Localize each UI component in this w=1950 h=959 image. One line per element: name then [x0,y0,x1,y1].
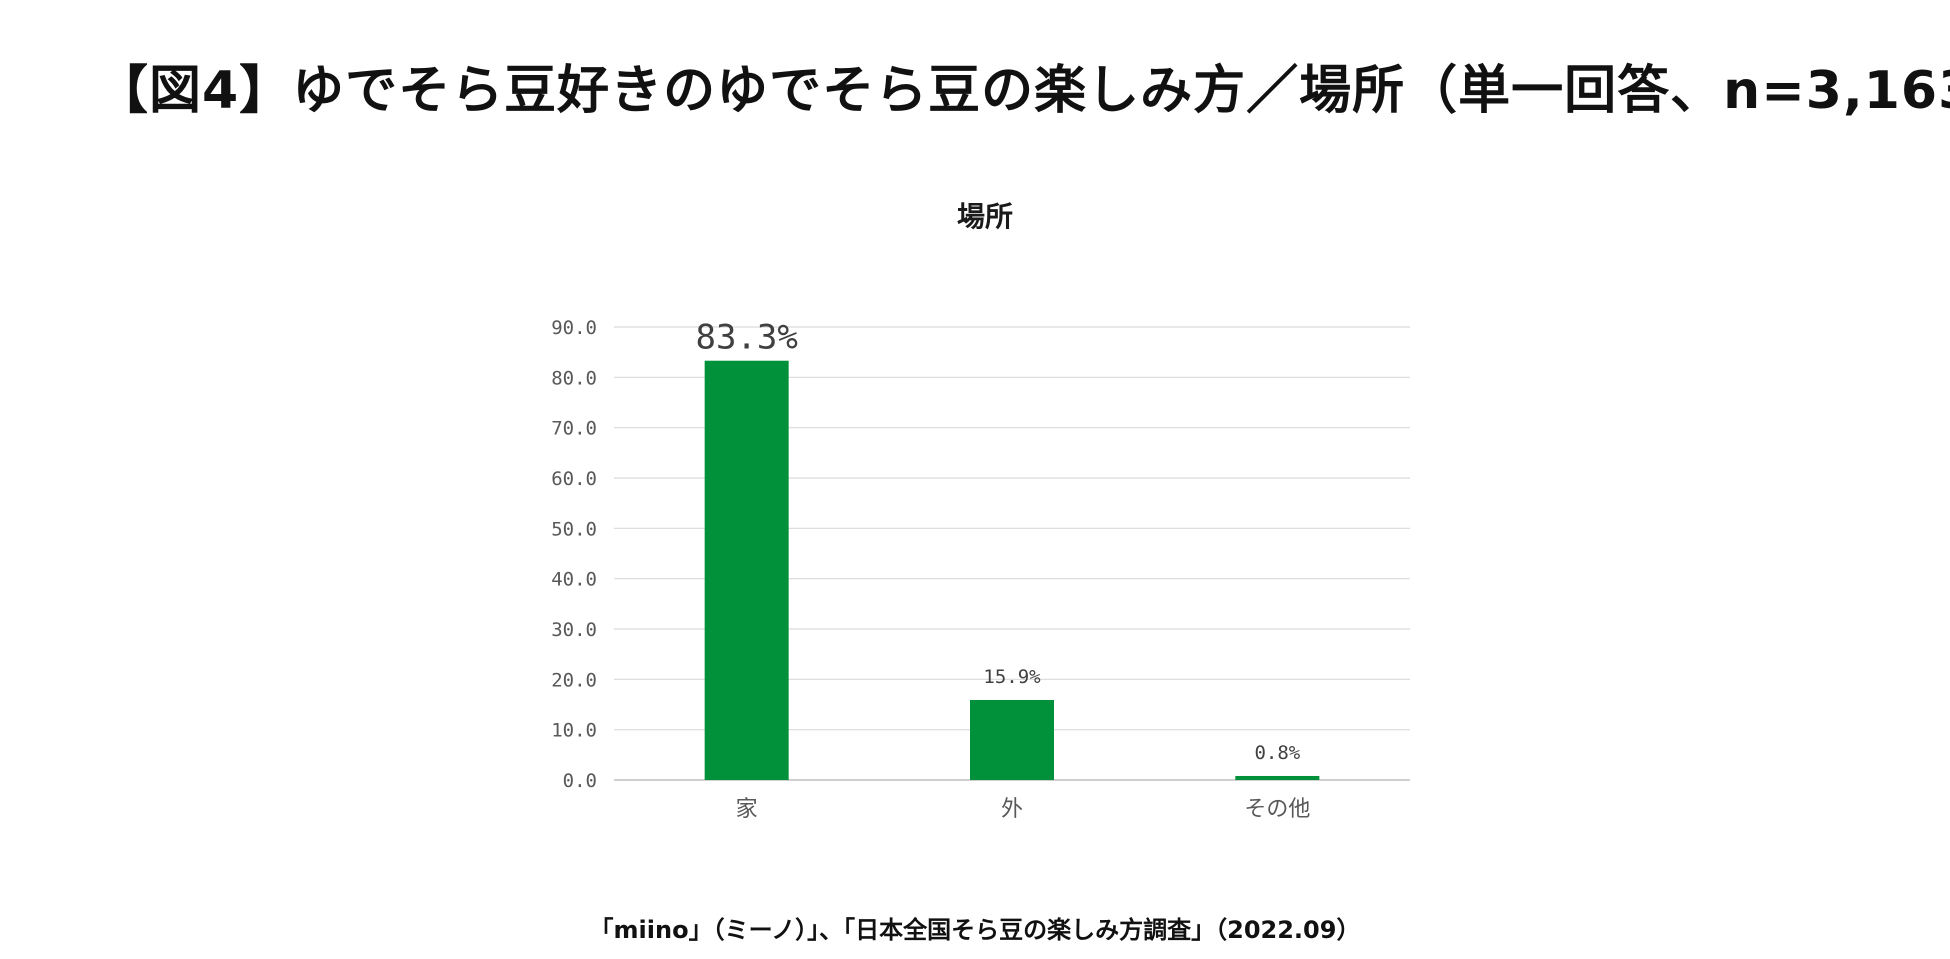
y-tick-label: 30.0 [551,619,597,641]
bar [1235,775,1320,780]
data-labels: 83.3% 15.9% 0.8% [695,318,1300,764]
y-tick-label: 90.0 [551,317,597,339]
x-tick-label: その他 [1244,797,1310,822]
x-axis-ticks: 家 外 その他 [736,797,1311,822]
bar [970,699,1054,780]
x-tick-label: 家 [736,797,758,822]
data-label: 83.3% [695,318,797,358]
y-tick-label: 20.0 [551,669,597,691]
chart-title: 場所 [957,200,1013,233]
bar [704,360,789,780]
y-tick-label: 70.0 [551,418,597,440]
y-tick-label: 10.0 [551,720,597,742]
bars [704,360,1320,780]
y-tick-label: 80.0 [551,367,597,389]
y-tick-label: 40.0 [551,569,597,591]
page-title: 【図4】ゆでそら豆好きのゆでそら豆の楽しみ方／場所（単一回答、n=3,163） [96,61,1950,121]
y-axis-ticks: 0.0 10.0 20.0 30.0 40.0 50.0 60.0 70.0 80.0 90.0 [551,317,597,792]
x-tick-label: 外 [1001,797,1023,822]
y-tick-label: 0.0 [563,770,597,792]
y-tick-label: 60.0 [551,468,597,490]
data-label: 15.9% [983,666,1041,688]
data-label: 0.8% [1254,742,1300,764]
source-note: 「miino」（ミーノ）」、「日本全国そら豆の楽しみ方調査」（2022.09） [589,916,1361,944]
y-tick-label: 50.0 [551,518,597,540]
